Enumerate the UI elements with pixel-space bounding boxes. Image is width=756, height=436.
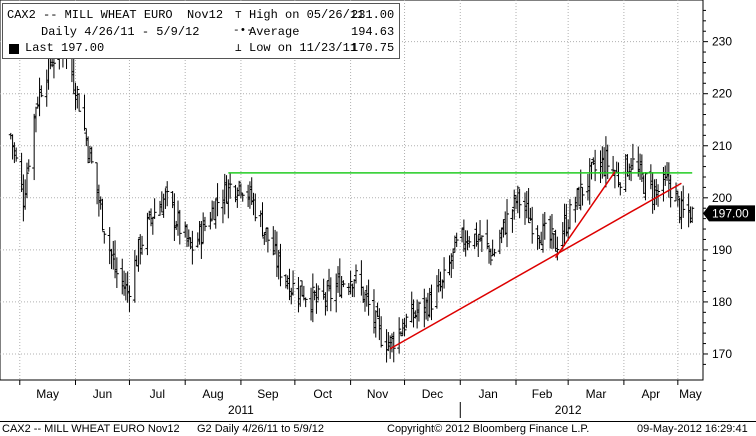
y-tick-label: 190 xyxy=(712,243,732,257)
x-tick-label: Sep xyxy=(257,387,279,401)
legend-average-value: 194.63 xyxy=(351,25,395,39)
x-tick-label: Jan xyxy=(478,387,497,401)
x-tick-label: May xyxy=(679,387,702,401)
chart-legend: CAX2 -- MILL WHEAT EURO Nov12 Daily 4/26… xyxy=(2,3,400,59)
legend-high-value: 231.00 xyxy=(351,8,395,22)
chart-footer: CAX2 -- MILL WHEAT EURO Nov12 G2 Daily 4… xyxy=(0,421,756,436)
x-tick-label: Feb xyxy=(532,387,553,401)
legend-high-label: High on 05/26/11 xyxy=(249,8,365,22)
footer-ticker: CAX2 -- MILL WHEAT EURO Nov12 xyxy=(2,423,180,435)
x-tick-label: Apr xyxy=(642,387,661,401)
legend-last-label: Last xyxy=(25,41,54,55)
footer-period: G2 Daily 4/26/11 to 5/9/12 xyxy=(197,423,324,435)
footer-copyright: Copyright© 2012 Bloomberg Finance L.P. xyxy=(387,423,590,435)
legend-last-value: 197.00 xyxy=(61,41,105,55)
x-tick-label: Jul xyxy=(150,387,165,401)
last-square-icon xyxy=(9,44,19,54)
trend-line xyxy=(389,182,682,350)
low-marker-icon: ⊥ xyxy=(235,43,242,55)
y-tick-label: 170 xyxy=(712,347,732,361)
x-tick-label: Dec xyxy=(422,387,443,401)
x-tick-label: Nov xyxy=(367,387,388,401)
high-marker-icon: ⊤ xyxy=(235,10,242,22)
x-tick-label: Mar xyxy=(586,387,607,401)
y-tick-label: 200 xyxy=(712,191,732,205)
last-price-label: 197.00 xyxy=(712,206,749,220)
y-tick-label: 230 xyxy=(712,35,732,49)
footer-timestamp: 09-May-2012 16:29:41 xyxy=(637,423,748,435)
y-tick-label: 180 xyxy=(712,295,732,309)
plot-area xyxy=(0,0,704,381)
y-tick-label: 210 xyxy=(712,139,732,153)
y-tick-label: 220 xyxy=(712,87,732,101)
x-tick-label: Jun xyxy=(93,387,112,401)
x-tick-label: Oct xyxy=(313,387,332,401)
legend-low-value: 170.75 xyxy=(351,41,395,55)
x-year-label: 2011 xyxy=(228,403,254,417)
last-price-box xyxy=(703,205,755,222)
x-tick-label: Aug xyxy=(202,387,223,401)
price-chart: 170 180 190 200 210 220 230 May Jun Jul Aug Sep Oct N… xyxy=(0,0,755,418)
average-marker-icon: -•- xyxy=(233,25,253,37)
chart-title: CAX2 -- MILL WHEAT EURO Nov12 xyxy=(7,8,224,22)
x-tick-label: May xyxy=(36,387,59,401)
price-bars xyxy=(8,29,695,363)
trend-line xyxy=(554,171,616,259)
x-year-label: 2012 xyxy=(555,403,582,417)
footer-divider xyxy=(0,421,756,422)
chart-subtitle: Daily 4/26/11 - 5/9/12 xyxy=(41,25,200,39)
legend-low-label: Low on 11/23/11 xyxy=(249,41,358,55)
legend-average-label: Average xyxy=(249,25,300,39)
